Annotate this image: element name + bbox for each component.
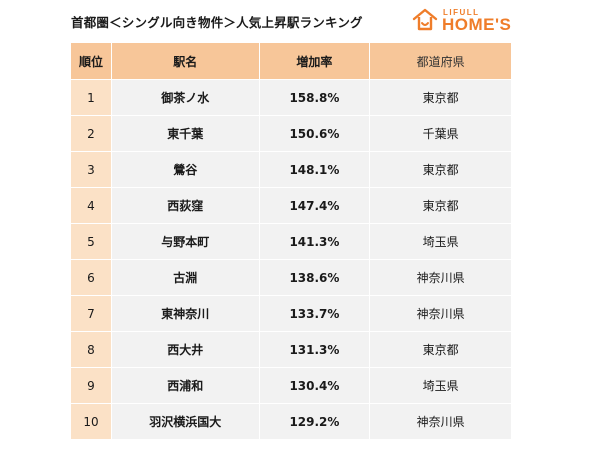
rank-cell: 3 (70, 151, 112, 188)
station-cell: 西荻窪 (110, 187, 260, 224)
rate-cell: 141.3% (258, 223, 371, 260)
table-header-row: 順位 駅名 増加率 都道府県 (70, 42, 512, 80)
table-row: 6 古淵 138.6% 神奈川県 (70, 259, 512, 296)
rate-cell: 138.6% (258, 259, 371, 296)
ranking-table: 順位 駅名 増加率 都道府県 1 御茶ノ水 158.8% 東京都 2 東千葉 1… (70, 42, 512, 440)
prefecture-cell: 東京都 (369, 187, 512, 224)
prefecture-cell: 東京都 (369, 151, 512, 188)
table-row: 4 西荻窪 147.4% 東京都 (70, 187, 512, 224)
station-cell: 与野本町 (110, 223, 260, 260)
station-cell: 東神奈川 (110, 295, 260, 332)
station-cell: 鶯谷 (110, 151, 260, 188)
table-row: 5 与野本町 141.3% 埼玉県 (70, 223, 512, 260)
prefecture-cell: 埼玉県 (369, 223, 512, 260)
table-row: 9 西浦和 130.4% 埼玉県 (70, 367, 512, 404)
table-row: 8 西大井 131.3% 東京都 (70, 331, 512, 368)
rank-cell: 1 (70, 79, 112, 116)
table-row: 7 東神奈川 133.7% 神奈川県 (70, 295, 512, 332)
rate-cell: 147.4% (258, 187, 371, 224)
header-prefecture: 都道府県 (369, 42, 512, 80)
station-cell: 東千葉 (110, 115, 260, 152)
prefecture-cell: 神奈川県 (369, 403, 512, 440)
rate-cell: 133.7% (258, 295, 371, 332)
lifull-homes-logo: LIFULL HOME'S (411, 7, 541, 34)
rank-cell: 8 (70, 331, 112, 368)
rate-cell: 148.1% (258, 151, 371, 188)
station-cell: 古淵 (110, 259, 260, 296)
prefecture-cell: 埼玉県 (369, 367, 512, 404)
logo-homes-text: HOME'S (442, 15, 512, 34)
logo-lifull-text: LIFULL (443, 8, 480, 17)
rank-cell: 4 (70, 187, 112, 224)
rank-cell: 9 (70, 367, 112, 404)
station-cell: 羽沢横浜国大 (110, 403, 260, 440)
rate-cell: 129.2% (258, 403, 371, 440)
table-row: 3 鶯谷 148.1% 東京都 (70, 151, 512, 188)
rank-cell: 6 (70, 259, 112, 296)
table-row: 2 東千葉 150.6% 千葉県 (70, 115, 512, 152)
rate-cell: 130.4% (258, 367, 371, 404)
rank-cell: 7 (70, 295, 112, 332)
prefecture-cell: 東京都 (369, 331, 512, 368)
table-row: 10 羽沢横浜国大 129.2% 神奈川県 (70, 403, 512, 440)
house-logo-icon (412, 8, 438, 31)
header-station: 駅名 (110, 42, 260, 80)
rank-cell: 5 (70, 223, 112, 260)
page-title: 首都圏＜シングル向き物件＞人気上昇駅ランキング (71, 15, 363, 30)
station-cell: 御茶ノ水 (110, 79, 260, 116)
rank-cell: 2 (70, 115, 112, 152)
prefecture-cell: 神奈川県 (369, 259, 512, 296)
rate-cell: 158.8% (258, 79, 371, 116)
station-cell: 西浦和 (110, 367, 260, 404)
header-rate: 増加率 (258, 42, 371, 80)
rate-cell: 150.6% (258, 115, 371, 152)
prefecture-cell: 東京都 (369, 79, 512, 116)
prefecture-cell: 千葉県 (369, 115, 512, 152)
rank-cell: 10 (70, 403, 112, 440)
station-cell: 西大井 (110, 331, 260, 368)
header-rank: 順位 (70, 42, 112, 80)
prefecture-cell: 神奈川県 (369, 295, 512, 332)
table-row: 1 御茶ノ水 158.8% 東京都 (70, 79, 512, 116)
rate-cell: 131.3% (258, 331, 371, 368)
